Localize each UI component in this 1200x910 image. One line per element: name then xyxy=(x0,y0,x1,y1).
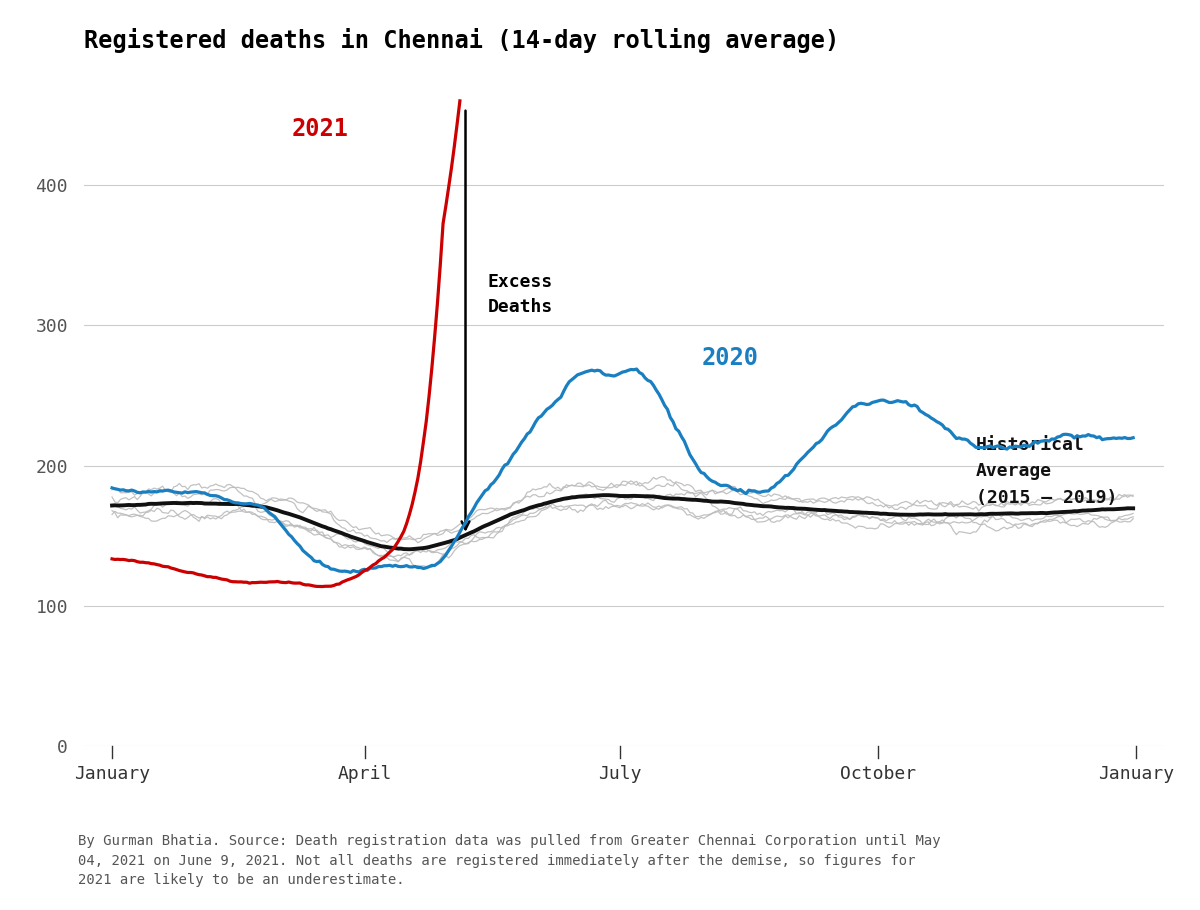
Text: Excess
Deaths: Excess Deaths xyxy=(488,273,553,316)
Text: 2020: 2020 xyxy=(701,346,758,369)
Text: 2021: 2021 xyxy=(292,116,348,141)
Text: Registered deaths in Chennai (14-day rolling average): Registered deaths in Chennai (14-day rol… xyxy=(84,28,839,53)
Text: By Gurman Bhatia. Source: Death registration data was pulled from Greater Chenna: By Gurman Bhatia. Source: Death registra… xyxy=(78,834,941,887)
Text: Historical
Average
(2015 – 2019): Historical Average (2015 – 2019) xyxy=(976,436,1117,507)
